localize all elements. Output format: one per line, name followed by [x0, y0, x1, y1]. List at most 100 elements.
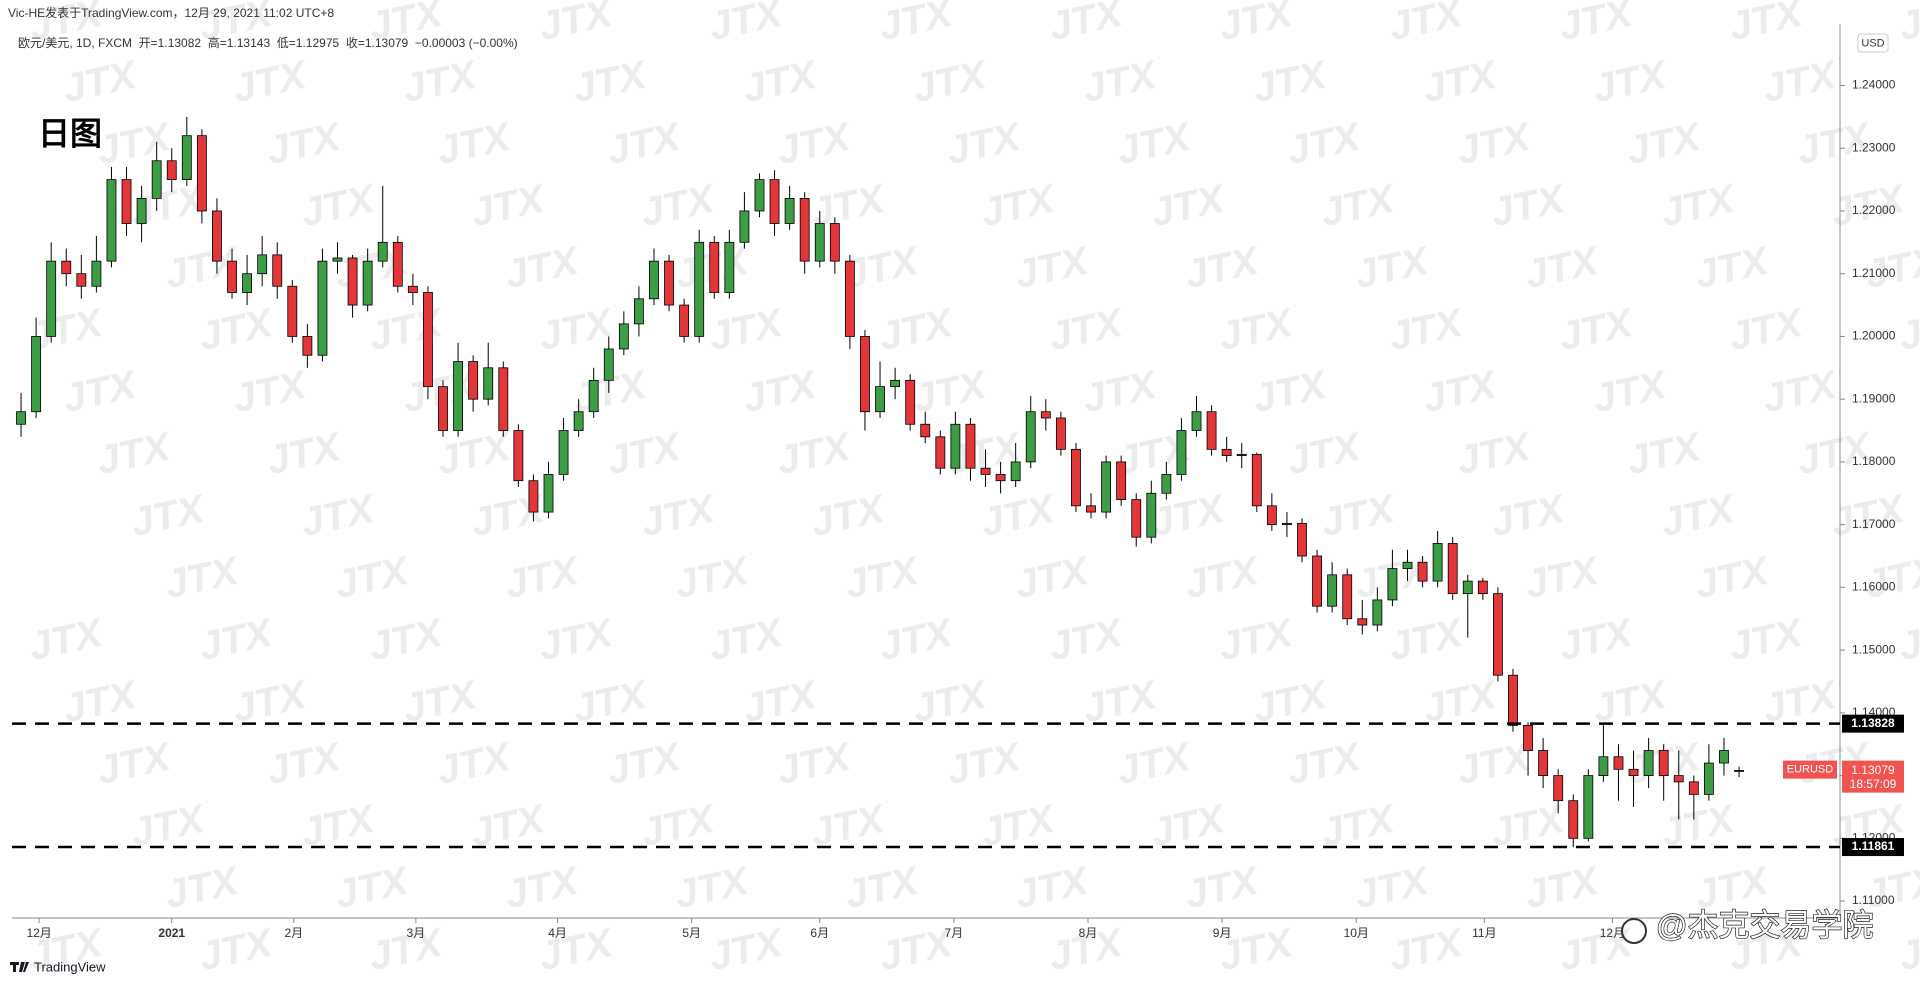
y-tick-label: 1.17000 — [1852, 517, 1896, 531]
publisher: Vic-HE发表于TradingView.com，12月 29, 2021 11… — [8, 5, 334, 20]
candle-body — [257, 254, 268, 275]
symbol-tag: EURUSD — [1787, 764, 1834, 776]
candle-body — [905, 379, 916, 425]
candle-body — [227, 260, 237, 293]
candle-body — [76, 273, 87, 287]
last-price-box — [1842, 760, 1904, 793]
x-tick-label: 9月 — [1213, 926, 1232, 940]
candle-body — [1688, 781, 1699, 795]
candle-body — [1719, 750, 1729, 764]
candle-body — [844, 260, 855, 337]
currency-box[interactable] — [1857, 33, 1889, 53]
candle-body — [1432, 543, 1443, 582]
candle-body — [91, 260, 102, 287]
candle-body — [106, 179, 117, 262]
candle-body — [1266, 505, 1277, 526]
candle-body — [1417, 561, 1428, 582]
candle-body — [151, 160, 162, 199]
candle-body — [1477, 580, 1488, 595]
candle-body — [1251, 453, 1262, 507]
candle-body — [1206, 411, 1217, 450]
countdown: 18:57:09 — [1850, 777, 1897, 791]
candle-body — [1342, 574, 1353, 620]
candle-body — [528, 480, 539, 513]
y-tick-label: 1.23000 — [1852, 140, 1896, 154]
candle-body — [1086, 505, 1096, 513]
candle-body — [1146, 492, 1157, 538]
x-tick-label: 6月 — [810, 926, 829, 940]
candle-body — [1327, 574, 1338, 607]
candle-body — [513, 430, 524, 482]
candle-body — [709, 241, 720, 293]
ohlc-legend: 欧元/美元, 1D, FXCM 开=1.13082 高=1.13143 低=1.… — [18, 35, 518, 50]
x-tick-label: 5月 — [682, 926, 701, 940]
candle-body — [407, 285, 418, 293]
y-tick-label: 1.15000 — [1852, 642, 1896, 656]
candle-body — [483, 367, 494, 400]
candle-body — [46, 260, 57, 337]
candle-body — [1282, 522, 1292, 526]
candle-body — [438, 386, 448, 431]
candle-body — [16, 411, 26, 425]
symbol-tag-box — [1783, 760, 1837, 779]
candle-body — [679, 304, 690, 337]
x-tick-label: 7月 — [945, 926, 964, 940]
candle-body — [1658, 750, 1669, 776]
candle-body — [1628, 768, 1639, 776]
footer-logo — [10, 962, 29, 972]
candle-body — [1025, 411, 1036, 463]
level-label-box — [1842, 714, 1904, 733]
candle-body — [287, 285, 298, 337]
candle-body — [543, 474, 554, 513]
candle-body — [212, 210, 222, 262]
y-tick-label: 1.22000 — [1852, 203, 1896, 217]
candle-body — [724, 241, 735, 293]
x-tick-label: 11月 — [1472, 926, 1496, 940]
candle-body — [618, 323, 629, 350]
candle-body — [1101, 461, 1112, 513]
candle-body — [769, 179, 780, 224]
candle-body — [1643, 750, 1654, 776]
credit: @杰克交易学院 — [1621, 907, 1874, 944]
candle-body — [1734, 770, 1744, 772]
candle-body — [1613, 756, 1624, 770]
candle-body — [754, 179, 765, 212]
candle-body — [453, 361, 463, 431]
candle-body — [588, 379, 599, 413]
candle-body — [784, 198, 795, 224]
candle-body — [1191, 411, 1202, 431]
candle-body — [1040, 411, 1051, 419]
candle-body — [136, 198, 147, 224]
candle-body — [1402, 561, 1413, 569]
candle-body — [1161, 474, 1172, 494]
y-tick-label: 1.24000 — [1852, 78, 1896, 92]
candle-body — [423, 292, 433, 388]
candle-body — [1131, 499, 1142, 538]
candle-body — [1703, 762, 1714, 795]
y-tick-label: 1.16000 — [1852, 580, 1896, 594]
candle-body — [1492, 593, 1503, 676]
candle-body — [1221, 448, 1232, 457]
candle-body — [498, 367, 509, 431]
x-tick-label: 12月 — [26, 926, 51, 940]
currency[interactable]: USD — [1861, 37, 1884, 49]
candle-body — [332, 257, 343, 262]
candle-body — [1553, 775, 1564, 802]
candle-body — [1236, 453, 1247, 457]
candle-body — [302, 336, 313, 356]
candle-body — [1297, 522, 1307, 557]
candle-body — [860, 336, 870, 413]
y-tick-label: 1.18000 — [1852, 454, 1896, 468]
candle-body — [377, 241, 388, 262]
candle-body — [1523, 724, 1533, 751]
candle-body — [347, 257, 358, 306]
y-tick-label: 1.20000 — [1852, 329, 1896, 343]
footer: TradingView — [10, 959, 106, 974]
x-tick-label: 3月 — [407, 926, 426, 940]
candle-body — [1447, 543, 1458, 595]
candle-body — [1372, 599, 1383, 626]
candle-body — [1462, 580, 1473, 595]
